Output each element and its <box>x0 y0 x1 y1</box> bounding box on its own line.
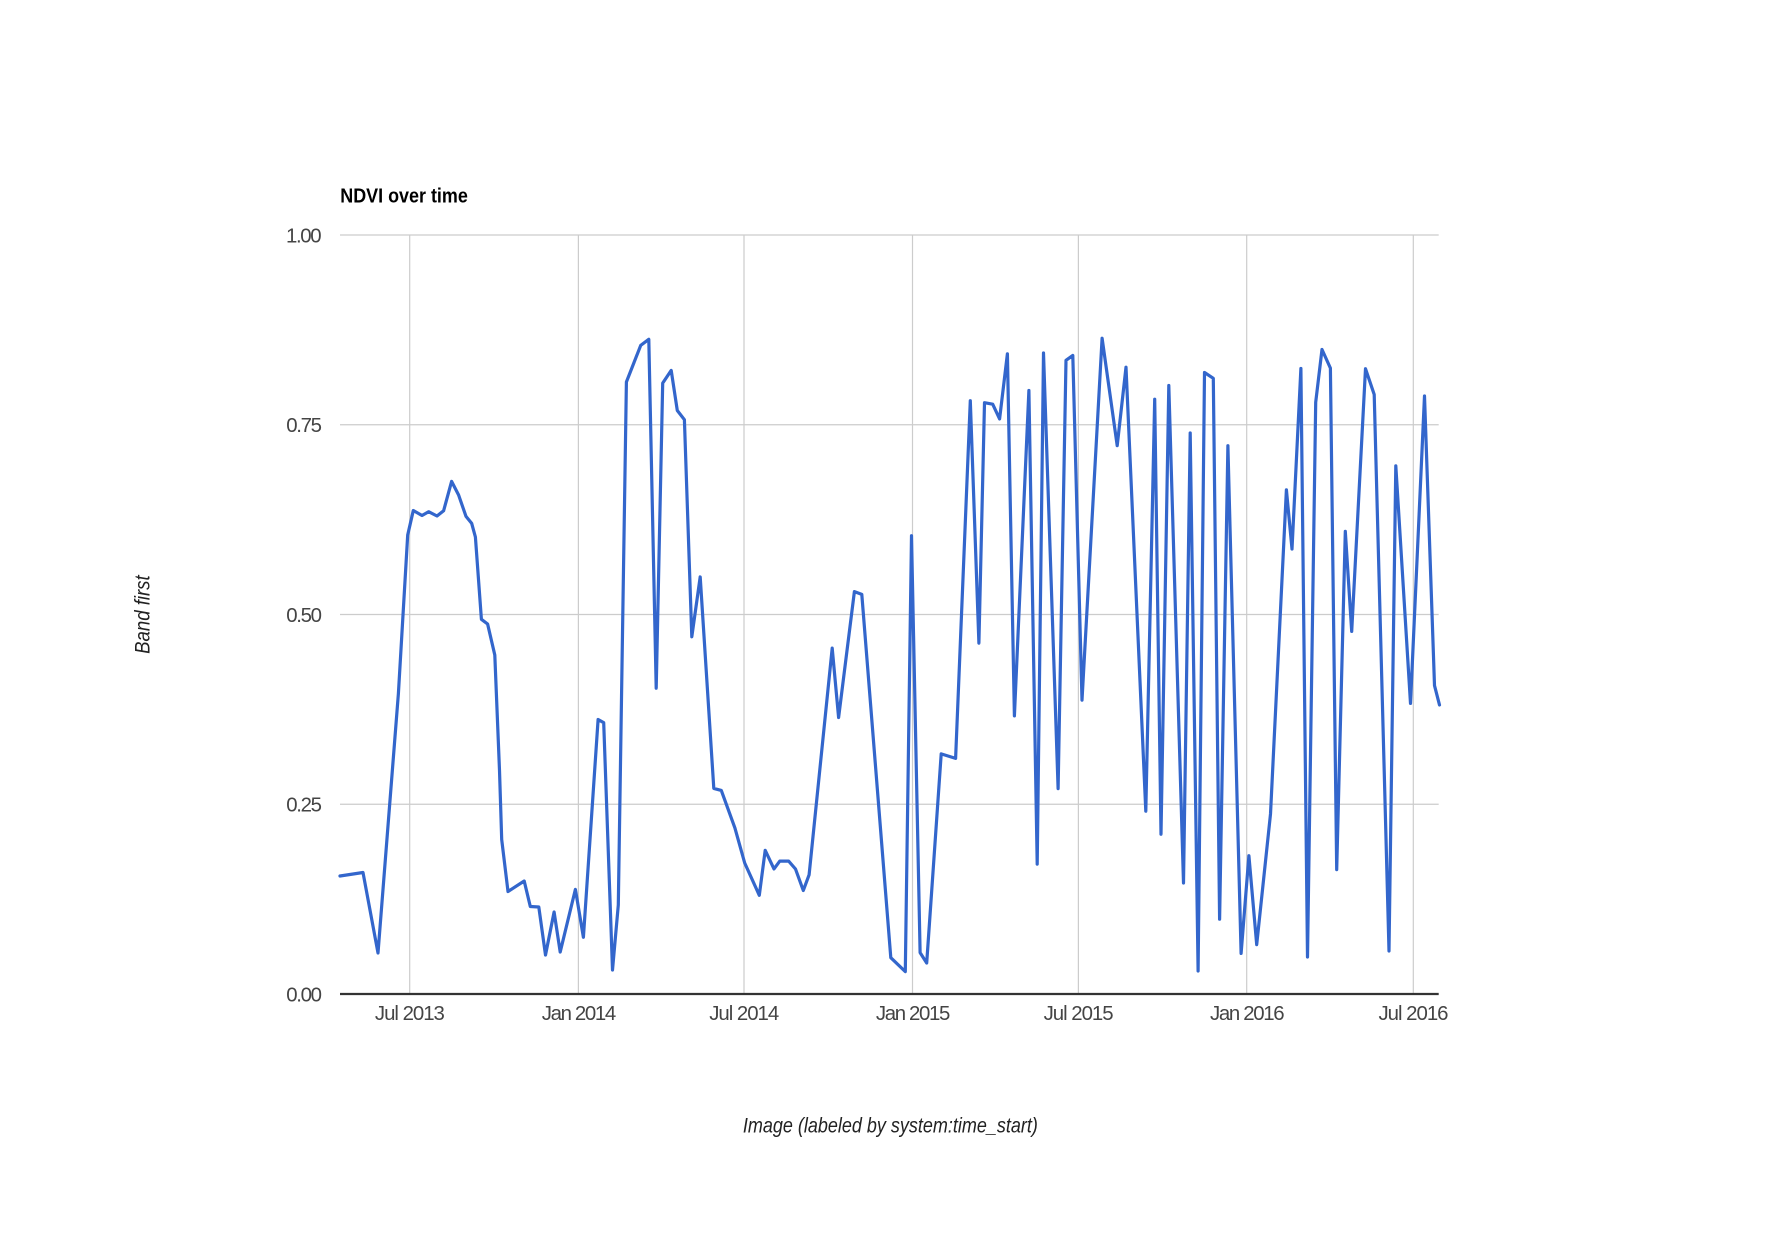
svg-text:1.00: 1.00 <box>286 225 322 247</box>
svg-text:Jul 2015: Jul 2015 <box>1044 1003 1114 1025</box>
svg-text:Jan 2014: Jan 2014 <box>542 1003 617 1025</box>
svg-text:0.75: 0.75 <box>286 415 322 437</box>
svg-text:Jul 2016: Jul 2016 <box>1379 1003 1449 1025</box>
svg-text:0.50: 0.50 <box>286 605 322 627</box>
svg-text:Jul 2014: Jul 2014 <box>709 1003 779 1025</box>
svg-text:Jan 2015: Jan 2015 <box>876 1003 951 1025</box>
svg-text:0.25: 0.25 <box>286 795 322 817</box>
svg-text:Jan 2016: Jan 2016 <box>1210 1003 1285 1025</box>
svg-text:0.00: 0.00 <box>286 984 322 1006</box>
svg-text:Image (labeled by system:time_: Image (labeled by system:time_start) <box>743 1115 1038 1138</box>
svg-text:Band first: Band first <box>131 574 154 654</box>
svg-text:NDVI over time: NDVI over time <box>340 185 468 208</box>
svg-text:Jul 2013: Jul 2013 <box>375 1003 445 1025</box>
